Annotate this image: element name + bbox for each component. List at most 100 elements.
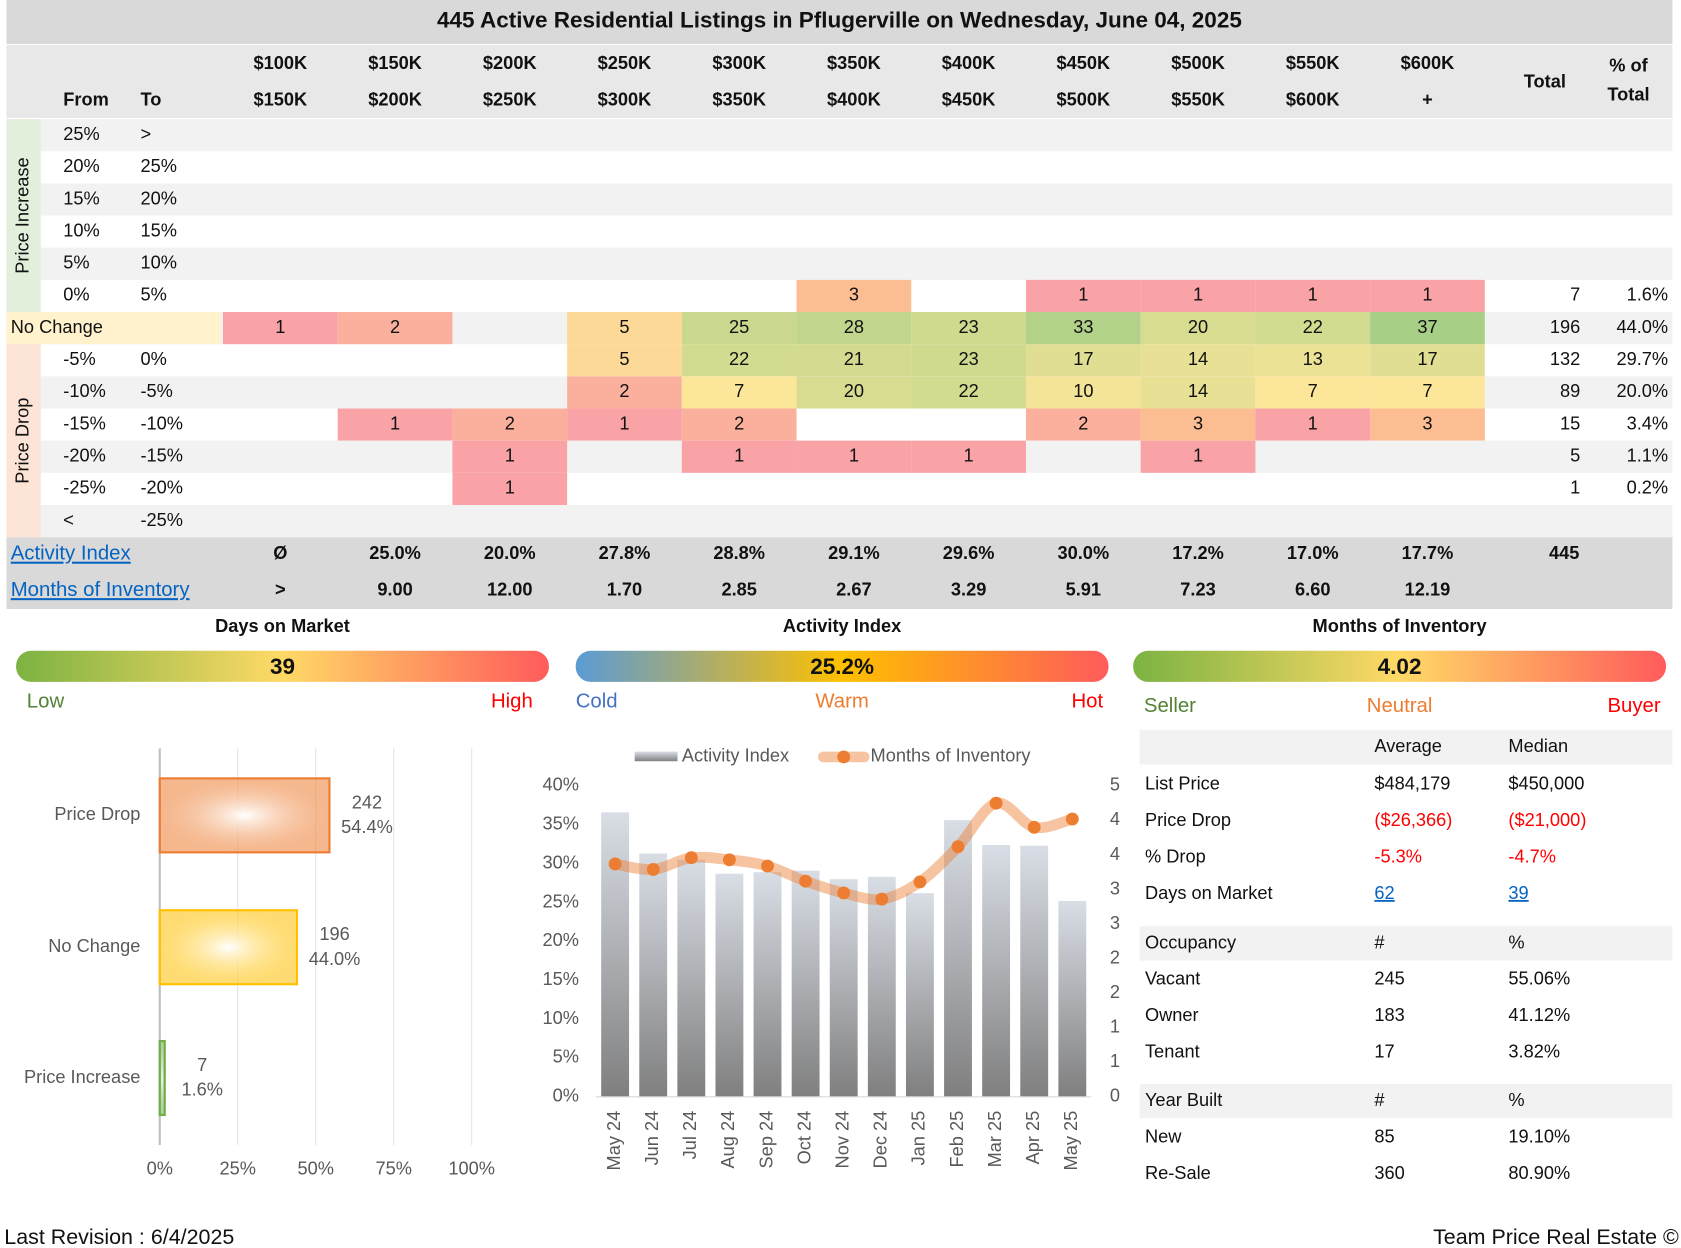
heat-cell <box>1255 376 1371 409</box>
row-pct: 29.7% <box>1616 349 1668 369</box>
x-tick-label: Jun 24 <box>642 1111 662 1166</box>
index-value: 7.23 <box>1180 580 1215 600</box>
range-from: $250K <box>598 53 652 73</box>
cell-value: 1 <box>964 446 974 466</box>
cell-value: 20 <box>1188 317 1208 337</box>
heat-cell <box>1370 312 1485 345</box>
x-tick-label: 0% <box>147 1158 173 1178</box>
index-value: 17.7% <box>1402 543 1454 563</box>
cell-value: 3 <box>1422 413 1432 433</box>
category-label: Price Drop <box>54 804 140 824</box>
row-total: 7 <box>1570 285 1580 305</box>
heat-cell <box>1140 279 1256 313</box>
heat-cell <box>567 408 682 441</box>
row-to: -10% <box>140 413 183 433</box>
heat-cell <box>1140 408 1256 441</box>
y2-tick-label: 3 <box>1110 878 1120 898</box>
heat-cell <box>681 376 797 409</box>
bar <box>829 879 858 1097</box>
range-to: $500K <box>1056 90 1110 110</box>
bar <box>867 876 896 1097</box>
stats-value: 360 <box>1374 1163 1404 1183</box>
cell-value: 37 <box>1417 317 1437 337</box>
row-to: -25% <box>140 510 183 530</box>
stats-header: Occupancy <box>1145 932 1237 952</box>
row-total: 15 <box>1560 413 1580 433</box>
row-stripe <box>6 505 1673 538</box>
heat-cell <box>337 408 453 441</box>
legend-label: Activity Index <box>682 746 789 766</box>
bar <box>715 873 744 1097</box>
index-value: 17.0% <box>1287 543 1339 563</box>
cell-value: 1 <box>1422 285 1432 305</box>
title-bar <box>6 0 1673 45</box>
heat-cell <box>1255 279 1371 313</box>
range-from: $450K <box>1056 53 1110 73</box>
heat-cell <box>1025 376 1141 409</box>
range-to: $150K <box>254 90 308 110</box>
bar <box>677 859 706 1097</box>
cell-value: 13 <box>1303 349 1323 369</box>
heat-cell <box>796 344 912 377</box>
row-stripe <box>6 119 1673 152</box>
heat-cell <box>681 440 797 473</box>
index-link[interactable]: Months of Inventory <box>11 579 191 601</box>
cell-value: 22 <box>958 381 978 401</box>
stats-label: Price Drop <box>1145 810 1231 830</box>
stats-header-bg <box>1139 1083 1673 1119</box>
bar <box>1058 900 1087 1097</box>
row-to: 15% <box>140 220 176 240</box>
heat-cell <box>452 440 568 473</box>
heat-cell <box>1370 408 1485 441</box>
heat-cell <box>567 344 682 377</box>
heat-cell <box>1025 279 1141 313</box>
x-tick-label: 50% <box>297 1158 333 1178</box>
row-to: 10% <box>140 253 176 273</box>
range-from: $350K <box>827 53 881 73</box>
gauge-title: Days on Market <box>215 616 350 636</box>
cell-value: 10 <box>1073 381 1093 401</box>
range-to: $250K <box>483 90 537 110</box>
y-tick-label: 25% <box>542 891 578 911</box>
cell-value: 3 <box>1193 413 1203 433</box>
cell-value: 7 <box>1422 381 1432 401</box>
stats-value[interactable]: 39 <box>1508 883 1528 903</box>
row-label: No Change <box>11 317 103 337</box>
stats-header: % <box>1508 1090 1524 1110</box>
stats-label: List Price <box>1145 774 1220 794</box>
stats-value: ($26,366) <box>1374 810 1452 830</box>
line-point <box>1065 812 1079 826</box>
row-from: -20% <box>63 446 106 466</box>
stats-label: Owner <box>1145 1005 1199 1025</box>
heat-cell <box>911 440 1026 473</box>
stats-value[interactable]: 62 <box>1374 883 1394 903</box>
gauge-value: 4.02 <box>1378 654 1422 679</box>
stats-label: Vacant <box>1145 969 1200 989</box>
stats-label: New <box>1145 1126 1182 1146</box>
heat-cell <box>1370 279 1485 313</box>
cell-value: 2 <box>505 413 515 433</box>
row-to: -5% <box>140 381 172 401</box>
line-point <box>951 840 965 854</box>
cell-value: 2 <box>390 317 400 337</box>
title: 445 Active Residential Listings in Pflug… <box>437 7 1242 32</box>
cell-value: 7 <box>734 381 744 401</box>
heat-cell <box>1140 344 1256 377</box>
cell-value: 5 <box>619 349 629 369</box>
gauge-value: 39 <box>270 654 295 679</box>
range-to: $550K <box>1171 90 1225 110</box>
group-bg <box>6 119 41 313</box>
gauge-bar <box>1133 650 1666 682</box>
x-tick-label: Mar 25 <box>985 1111 1005 1168</box>
y-tick-label: 15% <box>542 969 578 989</box>
y-tick-label: 0% <box>553 1086 579 1106</box>
range-from: $550K <box>1286 53 1340 73</box>
line-point <box>875 892 889 906</box>
legend-swatch <box>634 751 678 762</box>
x-tick-label: 25% <box>219 1158 255 1178</box>
index-link[interactable]: Activity Index <box>11 543 131 565</box>
line-point <box>989 796 1003 810</box>
row-to: 20% <box>140 188 176 208</box>
cell-value: 1 <box>1193 446 1203 466</box>
y2-tick-label: 2 <box>1110 982 1120 1002</box>
